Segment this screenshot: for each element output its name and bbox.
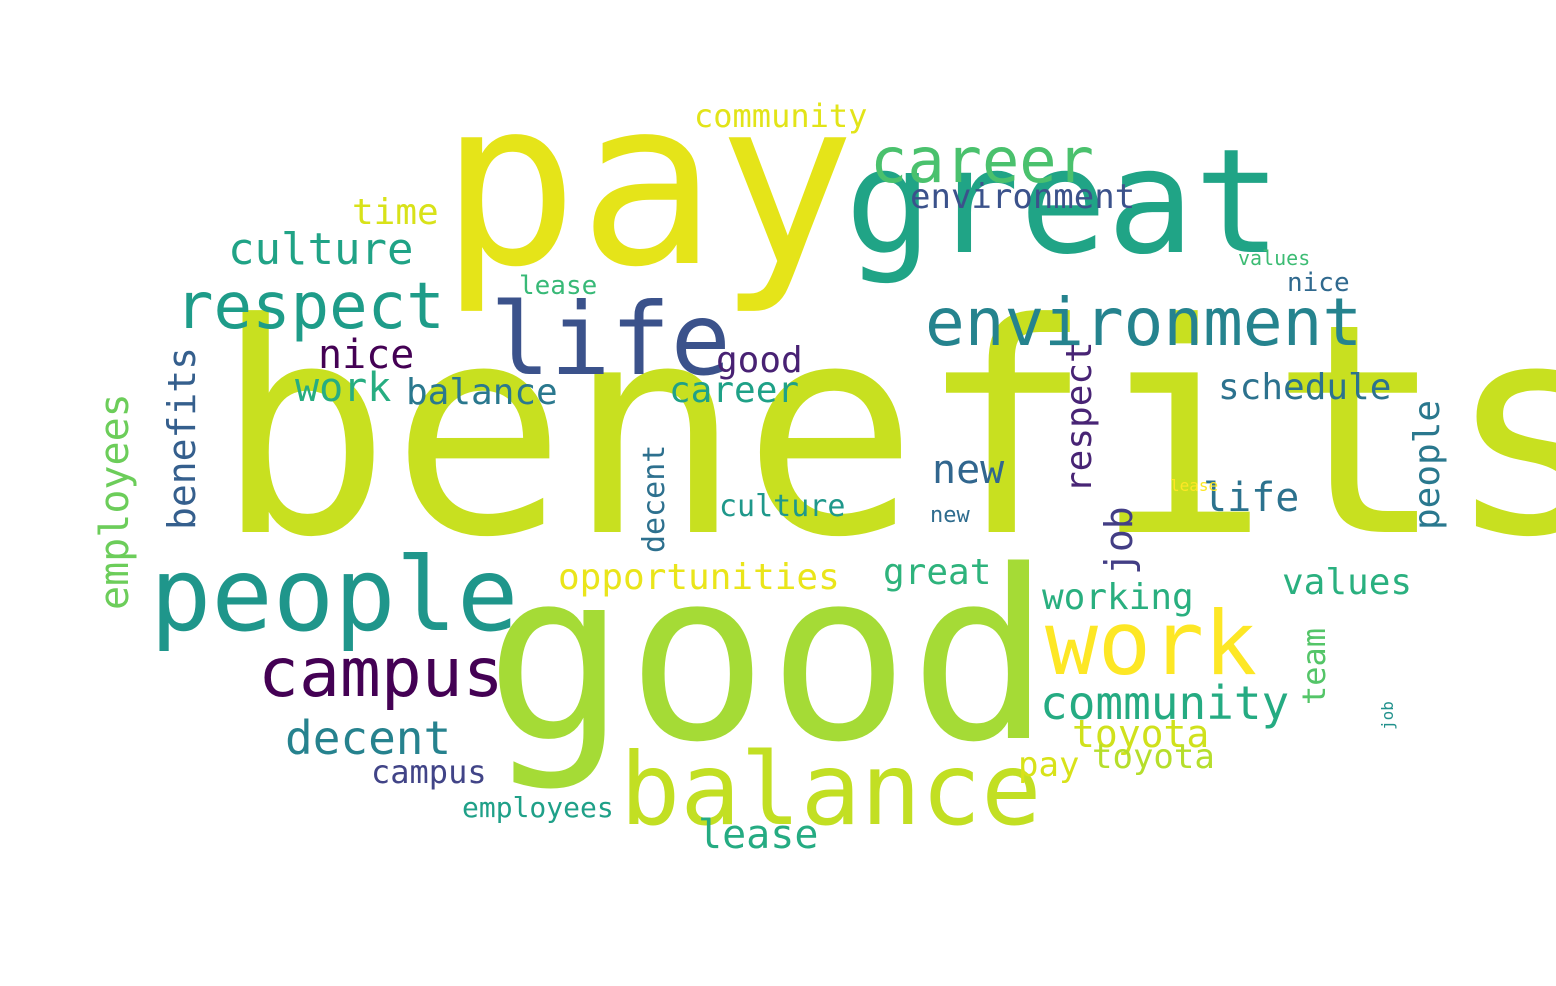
cloud-word: respect (1059, 341, 1100, 493)
cloud-word: pay (1018, 745, 1080, 785)
cloud-word: toyota (1092, 737, 1215, 777)
cloud-word: toyota (1072, 712, 1210, 756)
cloud-word: nice (1287, 268, 1350, 298)
cloud-word: new (930, 503, 970, 528)
cloud-word: environment (925, 284, 1363, 361)
cloud-word: employees (462, 791, 614, 824)
cloud-word: campus (371, 753, 487, 791)
cloud-word: benefits (160, 346, 204, 530)
cloud-word: new (932, 447, 1005, 493)
cloud-word: culture (228, 224, 414, 275)
cloud-word: community (1040, 676, 1290, 730)
cloud-word: work (295, 365, 392, 411)
cloud-word: people (1407, 399, 1448, 530)
cloud-word: pay (440, 51, 856, 318)
cloud-word: job (1378, 701, 1397, 730)
cloud-word: team (1295, 627, 1333, 705)
cloud-word: lease (519, 271, 598, 301)
cloud-word: employees (92, 393, 138, 610)
cloud-word: balance (406, 372, 558, 413)
cloud-word: decent (637, 444, 672, 553)
cloud-word: nice (318, 332, 415, 378)
cloud-word: lease (698, 812, 819, 858)
cloud-word: good (716, 340, 803, 381)
cloud-word: career (669, 370, 800, 411)
cloud-word: great (845, 118, 1282, 287)
cloud-word: career (870, 124, 1094, 197)
cloud-word: great (883, 552, 992, 593)
cloud-word: lease (1170, 476, 1219, 495)
cloud-word: culture (719, 489, 846, 524)
cloud-word: life (490, 281, 731, 398)
cloud-word: people (150, 536, 519, 655)
cloud-word: campus (258, 634, 504, 713)
cloud-word: balance (620, 731, 1042, 848)
cloud-word: benefits (215, 261, 1556, 601)
cloud-word: respect (175, 270, 445, 344)
cloud-word: work (1045, 592, 1257, 695)
cloud-word: opportunities (558, 557, 840, 598)
cloud-word: life (1203, 475, 1300, 521)
cloud-word: community (694, 97, 868, 135)
cloud-word: values (1282, 562, 1413, 603)
cloud-word: good (485, 521, 1051, 794)
cloud-word: time (352, 192, 439, 233)
cloud-word: working (1042, 577, 1194, 618)
cloud-word: decent (285, 711, 452, 765)
cloud-word: values (1238, 246, 1311, 270)
cloud-word: environment (910, 177, 1136, 217)
cloud-word: schedule (1218, 367, 1392, 408)
cloud-word: job (1097, 506, 1141, 575)
